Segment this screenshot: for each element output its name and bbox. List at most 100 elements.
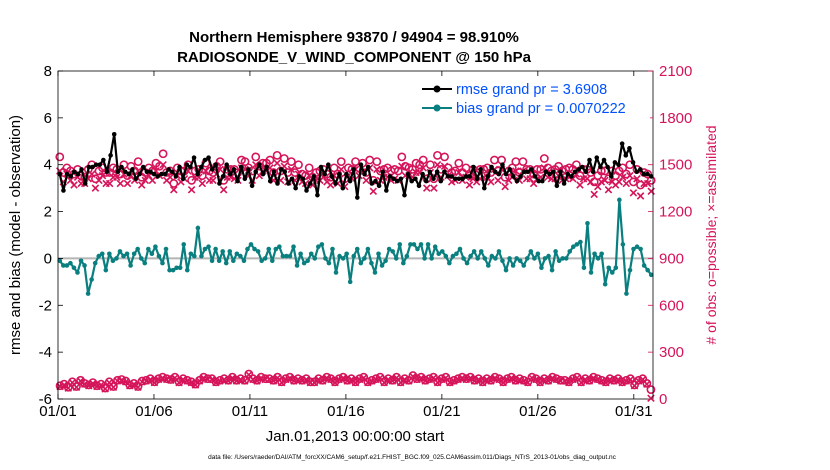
rmse-point	[583, 169, 589, 175]
rmse-point	[413, 176, 418, 182]
bias-point	[68, 260, 73, 266]
obs-assimilated-marker	[202, 167, 210, 175]
bias-point	[386, 246, 392, 252]
bias-point	[461, 256, 466, 261]
obs-assimilated-marker	[400, 375, 409, 384]
bias-point	[493, 256, 498, 261]
bias-point	[82, 263, 87, 268]
obs-assimilated-marker	[98, 171, 107, 180]
rmse-point	[638, 167, 643, 172]
y-axis-label-right: # of obs: o=possible; ×=assimilated	[703, 125, 719, 344]
bias-point	[599, 251, 604, 257]
rmse-point	[402, 192, 407, 198]
rmse-point	[558, 169, 563, 175]
rmse-point	[503, 171, 509, 177]
obs-assimilated-marker	[240, 377, 249, 385]
obs-assimilated-marker	[618, 173, 627, 181]
bias-point	[595, 256, 601, 261]
obs-possible-marker	[539, 154, 549, 163]
rmse-point	[380, 169, 386, 175]
obs-assimilated-marker	[212, 378, 220, 387]
chart-subtitle: RADIOSONDE_V_WIND_COMPONENT @ 150 hPa	[177, 49, 532, 66]
bias-point	[266, 246, 272, 252]
obs-assimilated-marker	[462, 375, 471, 384]
bias-point	[298, 251, 303, 257]
rmse-point	[623, 153, 629, 158]
bias-point	[252, 246, 257, 252]
obs-possible-marker	[589, 372, 598, 382]
y-tick-label-right: 900	[659, 250, 684, 267]
y-tick-label-left: 4	[44, 157, 52, 174]
obs-assimilated-marker	[606, 375, 614, 384]
bias-point	[114, 256, 119, 261]
bias-point	[177, 265, 183, 271]
bias-point	[404, 253, 410, 259]
obs-assimilated-marker	[355, 375, 364, 384]
obs-possible-marker	[400, 374, 410, 384]
obs-possible-marker	[236, 374, 246, 384]
rmse-point	[452, 176, 458, 182]
obs-possible-marker	[393, 166, 403, 176]
bias-point	[199, 253, 204, 259]
obs-assimilated-marker	[179, 375, 187, 384]
obs-assimilated-marker	[511, 377, 520, 385]
obs-assimilated-marker	[117, 376, 126, 385]
bias-point	[514, 256, 519, 261]
obs-assimilated-marker	[369, 187, 378, 196]
y-tick-label-right: 1200	[659, 204, 692, 221]
obs-possible-marker	[440, 152, 449, 162]
bias-point	[85, 291, 91, 296]
obs-possible-marker	[329, 163, 339, 173]
y-tick-label-right: 300	[659, 344, 684, 361]
obs-assimilated-marker	[440, 162, 449, 171]
rmse-point	[532, 174, 538, 179]
rmse-point	[540, 178, 545, 184]
obs-assimilated-marker	[487, 178, 495, 186]
bias-point	[227, 249, 233, 254]
rmse-point	[180, 176, 186, 182]
obs-assimilated-marker	[501, 182, 509, 191]
bias-point	[362, 256, 367, 261]
obs-assimilated-marker	[372, 375, 380, 384]
bias-point	[408, 242, 413, 247]
rmse-point	[405, 171, 411, 177]
rmse-point	[155, 174, 161, 179]
obs-assimilated-marker	[604, 185, 613, 194]
obs-possible-marker	[527, 372, 537, 382]
obs-assimilated-marker	[362, 176, 370, 185]
rmse-point	[569, 174, 574, 179]
bias-point	[64, 263, 70, 268]
rmse-point	[68, 174, 73, 179]
bias-point	[517, 258, 523, 264]
obs-assimilated-marker	[209, 176, 217, 185]
obs-assimilated-marker	[220, 375, 228, 384]
bias-point	[192, 253, 197, 259]
rmse-point	[289, 176, 295, 182]
obs-possible-marker	[133, 382, 143, 391]
obs-assimilated-marker	[216, 377, 224, 385]
obs-assimilated-marker	[590, 190, 598, 199]
obs-assimilated-marker	[437, 375, 446, 384]
obs-possible-marker	[158, 372, 168, 382]
bias-point	[372, 270, 378, 275]
obs-possible-marker	[604, 174, 613, 184]
rmse-point	[115, 169, 121, 175]
obs-assimilated-marker	[384, 375, 393, 384]
obs-assimilated-marker	[166, 173, 174, 181]
obs-assimilated-marker	[626, 171, 634, 180]
bias-point	[305, 258, 310, 264]
bias-point	[532, 256, 537, 261]
rmse-point	[489, 164, 494, 170]
rmse-point	[173, 174, 179, 179]
plot-frame	[57, 70, 654, 400]
bias-point	[436, 251, 442, 257]
obs-assimilated-marker	[314, 375, 323, 384]
rmse-point	[347, 178, 353, 184]
rmse-point	[565, 171, 571, 177]
rmse-point	[79, 167, 84, 172]
rmse-point	[474, 176, 480, 182]
bias-point	[539, 265, 544, 271]
obs-assimilated-marker	[232, 377, 241, 385]
bias-point	[578, 239, 583, 245]
obs-possible-marker	[251, 152, 261, 162]
